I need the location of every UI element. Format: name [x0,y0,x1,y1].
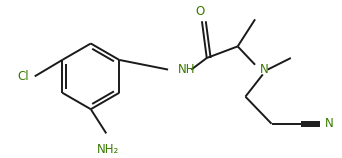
Text: NH: NH [178,63,195,76]
Text: N: N [325,117,333,130]
Text: O: O [195,5,205,18]
Text: NH₂: NH₂ [97,143,119,156]
Text: N: N [260,63,269,76]
Text: Cl: Cl [17,70,29,83]
